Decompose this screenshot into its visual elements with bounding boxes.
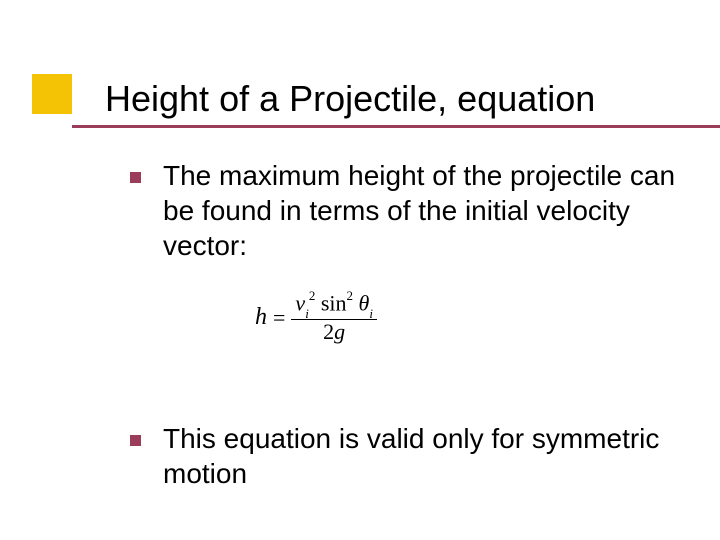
- trig-sin: sin: [321, 290, 347, 315]
- var-v: v: [295, 290, 305, 315]
- square-bullet-icon: [130, 172, 141, 183]
- sub-i-theta: i: [369, 306, 373, 321]
- coef-2: 2: [323, 319, 334, 344]
- sup-2-trig: 2: [347, 288, 354, 303]
- equation: h = vi2 sin2 θi 2g: [255, 291, 377, 344]
- slide-body: The maximum height of the projectile can…: [130, 158, 700, 491]
- bullet-text: The maximum height of the projectile can…: [163, 158, 700, 263]
- var-g: g: [334, 319, 345, 344]
- square-bullet-icon: [130, 435, 141, 446]
- accent-square: [32, 74, 72, 114]
- equation-lhs: h: [255, 304, 267, 331]
- equation-numerator: vi2 sin2 θi: [291, 291, 377, 320]
- sup-2: 2: [309, 288, 316, 303]
- bullet-text: This equation is valid only for symmetri…: [163, 421, 700, 491]
- equals-sign: =: [273, 305, 285, 331]
- slide-title: Height of a Projectile, equation: [105, 78, 595, 120]
- equation-fraction: vi2 sin2 θi 2g: [291, 291, 377, 344]
- title-underline: [72, 125, 720, 128]
- sub-i: i: [305, 306, 309, 321]
- bullet-item: The maximum height of the projectile can…: [130, 158, 700, 263]
- var-theta: θ: [359, 290, 370, 315]
- bullet-item: This equation is valid only for symmetri…: [130, 421, 700, 491]
- equation-denominator: 2g: [319, 320, 349, 344]
